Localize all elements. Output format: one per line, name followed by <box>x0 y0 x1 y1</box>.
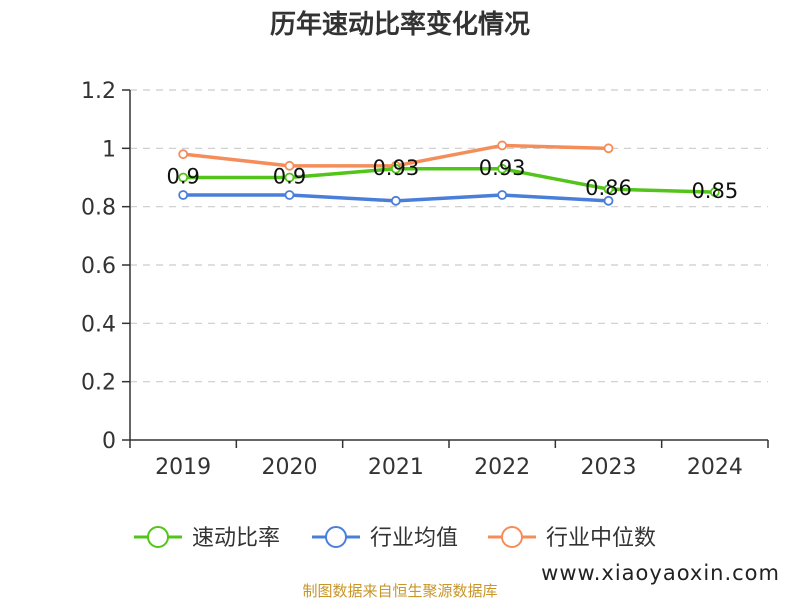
x-tick-label: 2023 <box>581 455 637 480</box>
y-tick-label: 0.6 <box>81 254 116 279</box>
legend-item: 行业均值 <box>312 526 458 551</box>
data-point <box>709 187 720 197</box>
data-point <box>284 160 295 171</box>
y-tick-label: 0 <box>102 429 116 454</box>
data-point <box>603 184 614 195</box>
data-point <box>497 190 508 200</box>
data-point <box>178 149 189 160</box>
axes: 0 0.2 0.4 0.6 0.8 1 1.2 2019 2020 2021 2022 2023 202… <box>81 79 769 480</box>
y-tick-label: 0.8 <box>81 196 116 221</box>
data-label: 0.9 <box>166 165 199 189</box>
x-tick-label: 2020 <box>262 455 318 480</box>
data-point <box>603 195 614 206</box>
data-point <box>390 195 401 206</box>
y-tick-label: 0.2 <box>81 371 116 396</box>
source-note: 制图数据来自恒生聚源数据库 <box>302 582 497 600</box>
data-label: 0.86 <box>585 176 632 200</box>
data-point <box>603 143 614 154</box>
legend-item: 速动比率 <box>134 526 280 551</box>
data-label: 0.93 <box>372 156 419 180</box>
y-tick-label: 1 <box>102 137 116 162</box>
data-labels: 0.9 0.9 0.93 0.93 0.86 0.85 <box>166 156 738 203</box>
data-point <box>284 190 295 200</box>
legend-label: 行业中位数 <box>546 526 656 551</box>
data-point <box>178 190 189 200</box>
data-point <box>497 163 508 174</box>
data-point <box>497 140 508 151</box>
legend-marker <box>501 526 523 548</box>
data-point <box>390 163 401 174</box>
series-line <box>183 167 715 194</box>
x-tick-label: 2024 <box>687 455 743 480</box>
legend-marker <box>147 526 169 548</box>
watermark: www.xiaoyaoxin.com <box>541 561 780 585</box>
legend-marker <box>325 526 347 548</box>
legend-item: 行业中位数 <box>488 526 656 551</box>
legend-label: 行业均值 <box>370 526 458 551</box>
data-label: 0.9 <box>273 165 306 189</box>
legend-label: 速动比率 <box>192 526 280 551</box>
x-tick-label: 2022 <box>474 455 530 480</box>
y-tick-label: 1.2 <box>81 79 116 104</box>
x-tick-label: 2021 <box>368 455 424 480</box>
data-label: 0.85 <box>691 179 738 203</box>
x-tick-label: 2019 <box>155 455 211 480</box>
data-label: 0.93 <box>479 156 526 180</box>
legend: 速动比率 行业均值 行业中位数 <box>134 526 656 551</box>
data-point <box>178 172 189 183</box>
grid-lines <box>130 89 768 383</box>
chart-title: 历年速动比率变化情况 <box>270 9 530 40</box>
series-layer <box>178 140 720 206</box>
data-point <box>284 172 295 183</box>
y-tick-label: 0.4 <box>81 312 116 337</box>
